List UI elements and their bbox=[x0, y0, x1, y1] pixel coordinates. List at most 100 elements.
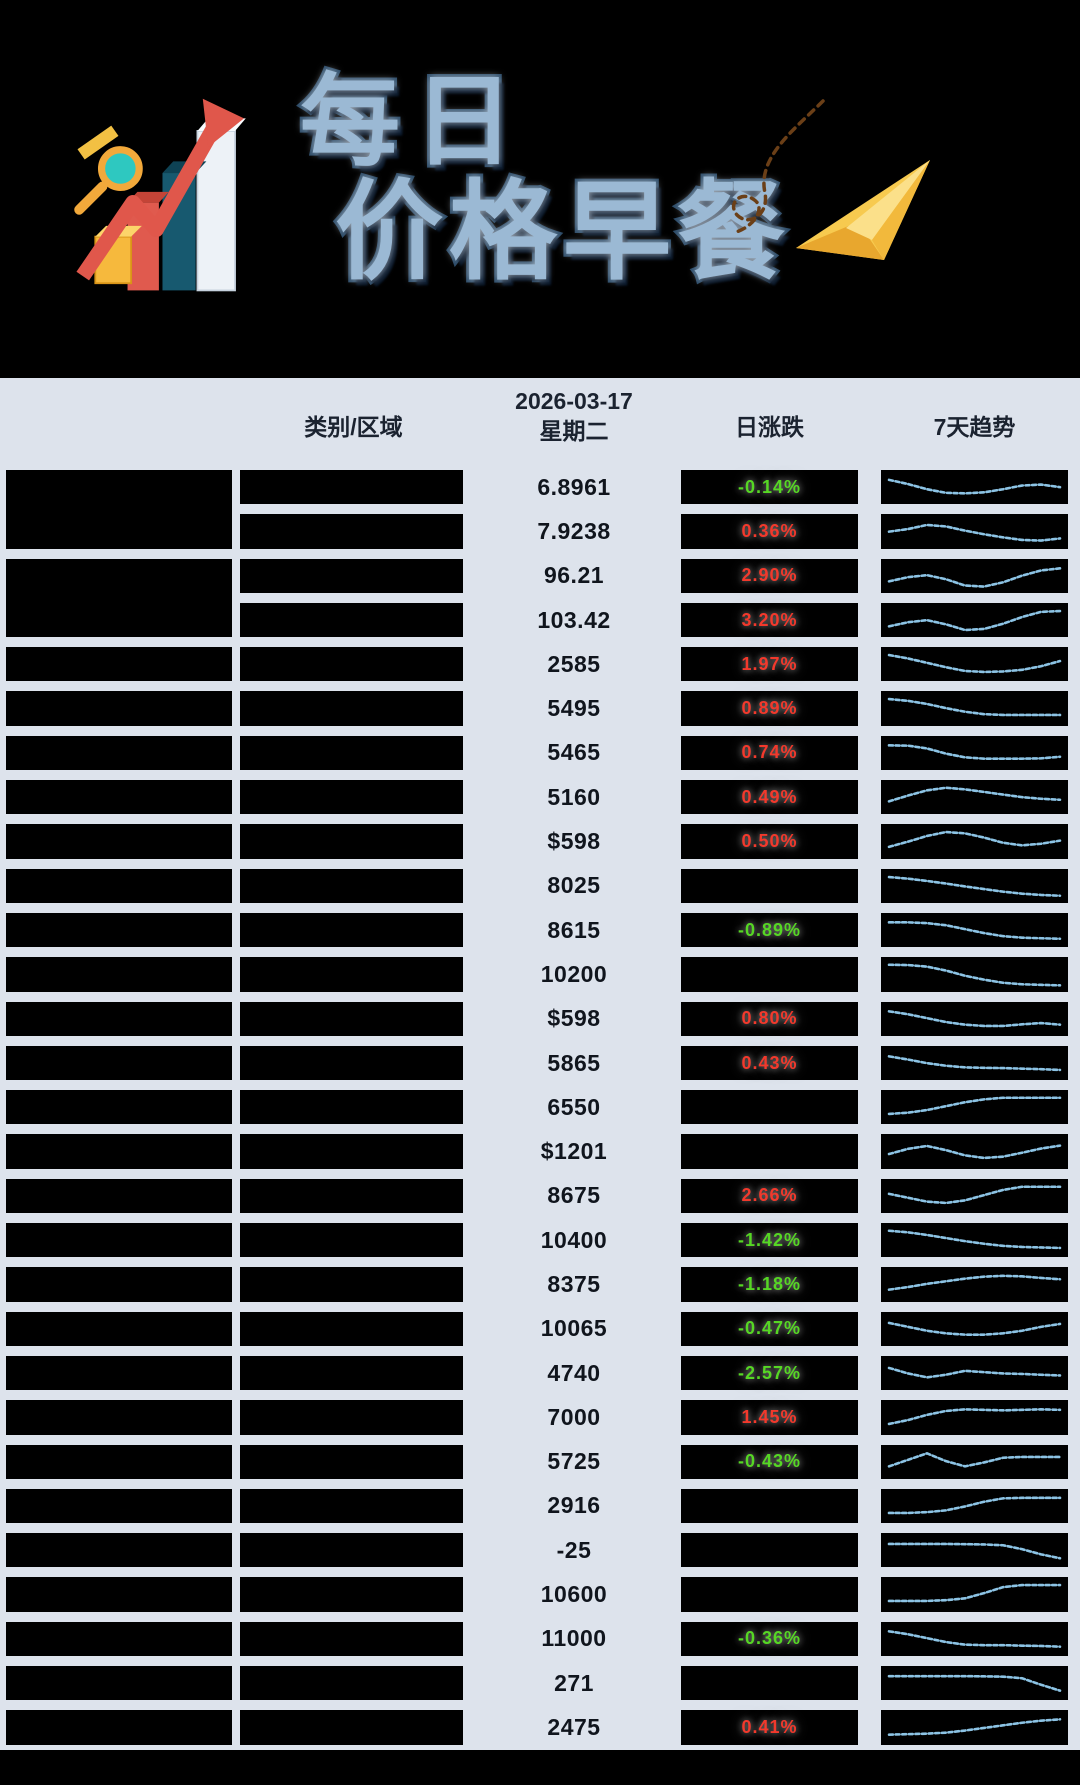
trend-sparkline bbox=[887, 566, 1062, 588]
trend-sparkline bbox=[887, 921, 1062, 941]
change-value: 1.45% bbox=[741, 1406, 798, 1427]
trend-cell bbox=[881, 780, 1068, 815]
price-cell: 5495 bbox=[547, 695, 601, 722]
trend-sparkline bbox=[887, 1718, 1062, 1737]
trend-sparkline bbox=[887, 1185, 1062, 1204]
trend-cell bbox=[881, 1444, 1068, 1479]
trend-cell bbox=[881, 647, 1068, 682]
change-value: 0.43% bbox=[741, 1052, 798, 1073]
trend-cell bbox=[881, 470, 1068, 505]
trend-sparkline bbox=[887, 1496, 1062, 1515]
trend-cell bbox=[881, 912, 1068, 948]
category-cell-redacted bbox=[6, 1090, 232, 1125]
trend-cell bbox=[881, 1488, 1068, 1524]
trend-cell bbox=[881, 1577, 1068, 1612]
price-cell: $1201 bbox=[540, 1138, 608, 1165]
category-cell-redacted bbox=[6, 1178, 232, 1214]
trend-cell bbox=[881, 1710, 1068, 1745]
category-cell-redacted bbox=[6, 1400, 232, 1435]
trend-cell bbox=[881, 957, 1068, 992]
change-cell: -1.42% bbox=[681, 1223, 858, 1258]
change-cell: 0.41% bbox=[681, 1710, 858, 1745]
trend-sparkline bbox=[887, 1366, 1062, 1379]
trend-cell bbox=[881, 1355, 1068, 1391]
trend-cell bbox=[881, 1178, 1068, 1214]
trend-sparkline bbox=[887, 743, 1062, 760]
dashed-swirl-decoration bbox=[731, 99, 825, 235]
trend-cell bbox=[881, 691, 1068, 726]
category-cell-redacted bbox=[6, 691, 232, 726]
category-cell-redacted bbox=[6, 1577, 232, 1612]
trend-sparkline bbox=[887, 1054, 1062, 1072]
region-cell-redacted bbox=[240, 957, 463, 992]
region-cell-redacted bbox=[240, 780, 463, 815]
price-cell: 8675 bbox=[547, 1182, 601, 1209]
hero-header: 每日 价格早餐 bbox=[0, 0, 1080, 378]
category-cell-redacted bbox=[6, 1311, 232, 1346]
price-cell: 8375 bbox=[547, 1270, 601, 1297]
price-cell: 8025 bbox=[547, 872, 601, 899]
region-cell-redacted bbox=[240, 602, 463, 638]
category-cell-redacted bbox=[6, 470, 232, 549]
price-cell: $598 bbox=[547, 828, 601, 855]
price-cell: 96.21 bbox=[543, 562, 605, 589]
change-cell: 2.90% bbox=[681, 558, 858, 593]
change-cell: 0.80% bbox=[681, 1001, 858, 1036]
category-cell-redacted bbox=[6, 780, 232, 815]
category-cell-redacted bbox=[6, 647, 232, 682]
change-cell: -0.36% bbox=[681, 1621, 858, 1657]
trend-sparkline bbox=[887, 698, 1062, 717]
change-value: 0.74% bbox=[741, 742, 798, 763]
price-cell: 2585 bbox=[547, 650, 601, 677]
bar-chart-arrow-icon bbox=[74, 98, 246, 292]
region-cell-redacted bbox=[240, 1045, 463, 1081]
category-cell-redacted bbox=[6, 558, 232, 638]
trend-cell bbox=[881, 1400, 1068, 1435]
trend-sparkline bbox=[887, 1321, 1062, 1336]
region-cell-redacted bbox=[240, 735, 463, 771]
region-cell-redacted bbox=[240, 912, 463, 948]
change-value: 0.36% bbox=[741, 520, 798, 541]
price-cell: -25 bbox=[556, 1536, 592, 1563]
region-cell-redacted bbox=[240, 647, 463, 682]
trend-sparkline bbox=[887, 653, 1062, 674]
region-cell-redacted bbox=[240, 1134, 463, 1169]
header-date-line1: 2026-03-17 bbox=[515, 388, 633, 414]
region-cell-redacted bbox=[240, 1400, 463, 1435]
region-cell-redacted bbox=[240, 1444, 463, 1479]
trend-sparkline bbox=[887, 523, 1062, 543]
change-cell: 1.45% bbox=[681, 1400, 858, 1435]
trend-sparkline bbox=[887, 1144, 1062, 1160]
header-date: 2026-03-17 星期二 bbox=[467, 386, 681, 446]
price-cell: 11000 bbox=[541, 1625, 607, 1652]
region-cell-redacted bbox=[240, 1311, 463, 1346]
change-cell: 3.20% bbox=[681, 602, 858, 638]
change-value: 0.80% bbox=[741, 1008, 798, 1029]
trend-cell bbox=[881, 868, 1068, 903]
category-cell-redacted bbox=[6, 868, 232, 903]
region-cell-redacted bbox=[240, 868, 463, 903]
change-cell: -0.89% bbox=[681, 912, 858, 948]
category-cell-redacted bbox=[6, 1533, 232, 1568]
change-cell: -0.14% bbox=[681, 470, 858, 505]
region-cell-redacted bbox=[240, 558, 463, 593]
price-cell: 8615 bbox=[547, 916, 601, 943]
change-value: 3.20% bbox=[741, 609, 798, 630]
change-cell: 2.66% bbox=[681, 1178, 858, 1214]
trend-sparkline bbox=[887, 875, 1062, 897]
trend-sparkline bbox=[887, 963, 1062, 987]
region-cell-redacted bbox=[240, 1488, 463, 1524]
header-date-line2: 星期二 bbox=[539, 418, 609, 444]
price-cell: 10400 bbox=[540, 1226, 608, 1253]
change-value: -1.42% bbox=[737, 1229, 802, 1250]
trend-cell bbox=[881, 1311, 1068, 1346]
price-cell: 2916 bbox=[547, 1492, 601, 1519]
trend-cell bbox=[881, 1045, 1068, 1081]
price-cell: 10200 bbox=[540, 960, 608, 987]
change-cell: -2.57% bbox=[681, 1355, 858, 1391]
category-cell-redacted bbox=[6, 1223, 232, 1258]
region-cell-redacted bbox=[240, 514, 463, 549]
category-cell-redacted bbox=[6, 824, 232, 859]
category-cell-redacted bbox=[6, 1444, 232, 1479]
table-header-row: 类别/区域 2026-03-17 星期二 日涨跌 7天趋势 bbox=[0, 378, 1080, 465]
